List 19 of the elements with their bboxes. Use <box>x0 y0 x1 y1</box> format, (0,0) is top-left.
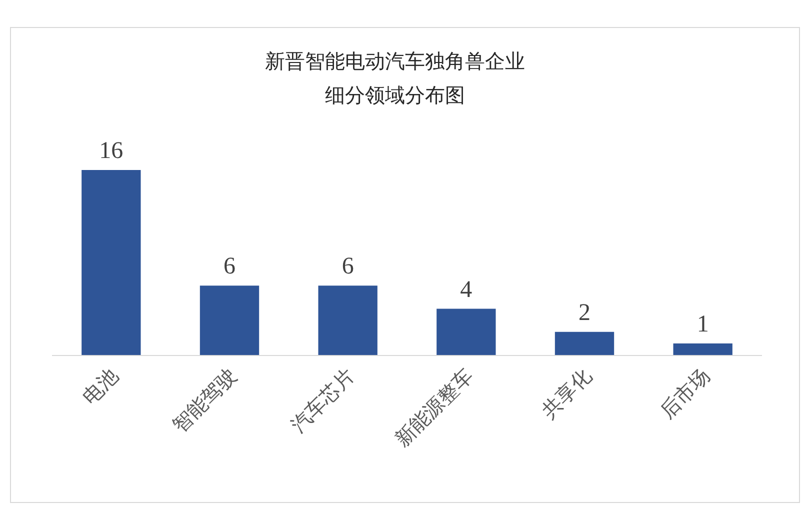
data-label: 16 <box>99 138 124 164</box>
bar <box>318 286 378 355</box>
data-label: 6 <box>224 254 236 280</box>
x-tick-label: 共享化 <box>536 364 596 423</box>
bar <box>554 332 614 355</box>
data-label: 4 <box>460 276 472 303</box>
bar <box>200 286 260 355</box>
x-tick-label: 智能驾驶 <box>167 364 242 438</box>
data-label: 1 <box>696 311 709 338</box>
x-tick-label: 新能源整车 <box>390 364 478 452</box>
bar <box>673 343 732 355</box>
data-label: 2 <box>578 300 590 326</box>
bar <box>436 308 496 355</box>
bar <box>82 170 141 355</box>
chart-title: 新晋智能电动汽车独角兽企业细分领域分布图 <box>265 49 525 107</box>
x-tick-label: 后市场 <box>654 364 714 423</box>
x-tick-label: 电池 <box>77 364 123 409</box>
data-label: 6 <box>342 254 354 280</box>
x-tick-label: 汽车芯片 <box>286 364 360 438</box>
